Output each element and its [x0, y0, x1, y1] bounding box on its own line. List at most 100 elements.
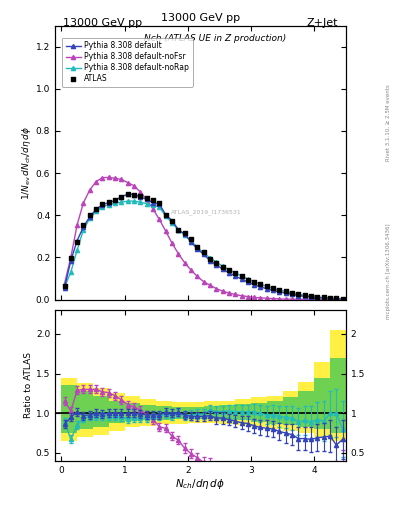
Pythia 8.308 default-noFsr — [119, 176, 124, 182]
Pythia 8.308 default-noFsr — [138, 189, 143, 195]
Pythia 8.308 default-noRap — [94, 208, 99, 215]
Text: mcplots.cern.ch [arXiv:1306.3436]: mcplots.cern.ch [arXiv:1306.3436] — [386, 224, 391, 319]
Pythia 8.308 default — [208, 258, 212, 264]
Pythia 8.308 default — [163, 211, 168, 218]
Pythia 8.308 default — [125, 191, 130, 197]
Pythia 8.308 default-noFsr — [163, 228, 168, 234]
Pythia 8.308 default-noFsr — [68, 254, 73, 261]
Pythia 8.308 default-noRap — [214, 259, 219, 265]
X-axis label: $N_{ch}/d\eta\,d\phi$: $N_{ch}/d\eta\,d\phi$ — [175, 477, 226, 492]
Pythia 8.308 default — [170, 218, 174, 224]
Pythia 8.308 default — [62, 285, 67, 291]
Pythia 8.308 default-noFsr — [246, 293, 250, 300]
Pythia 8.308 default-noFsr — [62, 281, 67, 287]
ATLAS — [131, 190, 137, 199]
Pythia 8.308 default — [81, 224, 86, 230]
Pythia 8.308 default — [220, 266, 225, 272]
Pythia 8.308 default-noRap — [119, 199, 124, 205]
Pythia 8.308 default-noRap — [68, 269, 73, 275]
Pythia 8.308 default-noFsr — [271, 295, 275, 302]
ATLAS — [68, 254, 74, 263]
Line: Pythia 8.308 default-noRap: Pythia 8.308 default-noRap — [62, 199, 345, 301]
Pythia 8.308 default-noRap — [176, 227, 181, 233]
ATLAS — [308, 292, 314, 300]
Pythia 8.308 default — [138, 194, 143, 200]
Pythia 8.308 default-noFsr — [132, 183, 136, 189]
ATLAS — [156, 199, 162, 207]
Pythia 8.308 default-noRap — [132, 198, 136, 204]
Pythia 8.308 default — [258, 284, 263, 290]
Pythia 8.308 default-noFsr — [189, 267, 193, 273]
ATLAS — [200, 248, 207, 256]
Pythia 8.308 default-noRap — [233, 270, 237, 276]
ATLAS — [74, 238, 80, 246]
Pythia 8.308 default-noRap — [290, 290, 294, 296]
Pythia 8.308 default — [334, 296, 339, 302]
Pythia 8.308 default-noRap — [81, 226, 86, 232]
Pythia 8.308 default-noRap — [87, 216, 92, 222]
Pythia 8.308 default — [302, 293, 307, 300]
Pythia 8.308 default-noFsr — [94, 179, 99, 185]
Pythia 8.308 default — [290, 291, 294, 297]
Pythia 8.308 default-noFsr — [201, 279, 206, 285]
Pythia 8.308 default — [87, 214, 92, 220]
Pythia 8.308 default-noFsr — [220, 288, 225, 294]
ATLAS — [112, 197, 118, 205]
Pythia 8.308 default-noRap — [107, 202, 111, 208]
Pythia 8.308 default-noFsr — [75, 222, 79, 228]
Pythia 8.308 default-noFsr — [290, 296, 294, 302]
Pythia 8.308 default — [107, 200, 111, 206]
Text: ATLAS_2019_I1736531: ATLAS_2019_I1736531 — [171, 209, 242, 215]
Pythia 8.308 default — [195, 246, 200, 252]
Pythia 8.308 default-noFsr — [195, 273, 200, 280]
Line: Pythia 8.308 default-noFsr: Pythia 8.308 default-noFsr — [62, 175, 345, 302]
Pythia 8.308 default-noRap — [302, 292, 307, 298]
Pythia 8.308 default-noFsr — [328, 296, 332, 303]
Pythia 8.308 default-noFsr — [182, 260, 187, 266]
Pythia 8.308 default-noRap — [246, 276, 250, 282]
ATLAS — [289, 288, 295, 296]
Pythia 8.308 default-noFsr — [208, 282, 212, 288]
Pythia 8.308 default-noRap — [170, 220, 174, 226]
ATLAS — [340, 295, 346, 303]
ATLAS — [257, 280, 264, 288]
ATLAS — [321, 293, 327, 302]
Pythia 8.308 default-noRap — [340, 296, 345, 302]
Pythia 8.308 default — [132, 191, 136, 198]
Pythia 8.308 default — [182, 231, 187, 237]
Pythia 8.308 default-noFsr — [176, 250, 181, 257]
Pythia 8.308 default-noFsr — [340, 296, 345, 303]
Pythia 8.308 default-noFsr — [144, 197, 149, 203]
ATLAS — [188, 236, 194, 244]
Pythia 8.308 default-noRap — [328, 295, 332, 301]
Pythia 8.308 default-noRap — [125, 198, 130, 204]
Pythia 8.308 default-noFsr — [87, 187, 92, 193]
Pythia 8.308 default — [94, 206, 99, 212]
ATLAS — [245, 275, 251, 284]
ATLAS — [333, 294, 340, 303]
ATLAS — [327, 294, 333, 302]
Pythia 8.308 default-noFsr — [277, 296, 282, 302]
Pythia 8.308 default — [119, 194, 124, 200]
Pythia 8.308 default — [68, 258, 73, 264]
ATLAS — [80, 221, 86, 229]
Pythia 8.308 default-noRap — [309, 293, 314, 299]
ATLAS — [163, 211, 169, 219]
Y-axis label: $1/N_\mathrm{ev}\,dN_\mathrm{ch}/d\eta\,d\phi$: $1/N_\mathrm{ev}\,dN_\mathrm{ch}/d\eta\,… — [20, 125, 33, 200]
Y-axis label: Ratio to ATLAS: Ratio to ATLAS — [24, 352, 33, 418]
Pythia 8.308 default — [113, 198, 118, 204]
ATLAS — [93, 205, 99, 213]
Pythia 8.308 default-noRap — [182, 232, 187, 238]
Pythia 8.308 default-noFsr — [81, 200, 86, 206]
Pythia 8.308 default-noRap — [277, 287, 282, 293]
Pythia 8.308 default — [246, 279, 250, 285]
Pythia 8.308 default — [201, 251, 206, 258]
ATLAS — [150, 197, 156, 205]
Pythia 8.308 default-noFsr — [321, 296, 326, 303]
Pythia 8.308 default — [157, 201, 162, 207]
Pythia 8.308 default-noFsr — [334, 296, 339, 303]
Pythia 8.308 default-noRap — [201, 250, 206, 256]
ATLAS — [283, 287, 289, 295]
ATLAS — [86, 211, 93, 219]
Pythia 8.308 default-noFsr — [157, 217, 162, 223]
